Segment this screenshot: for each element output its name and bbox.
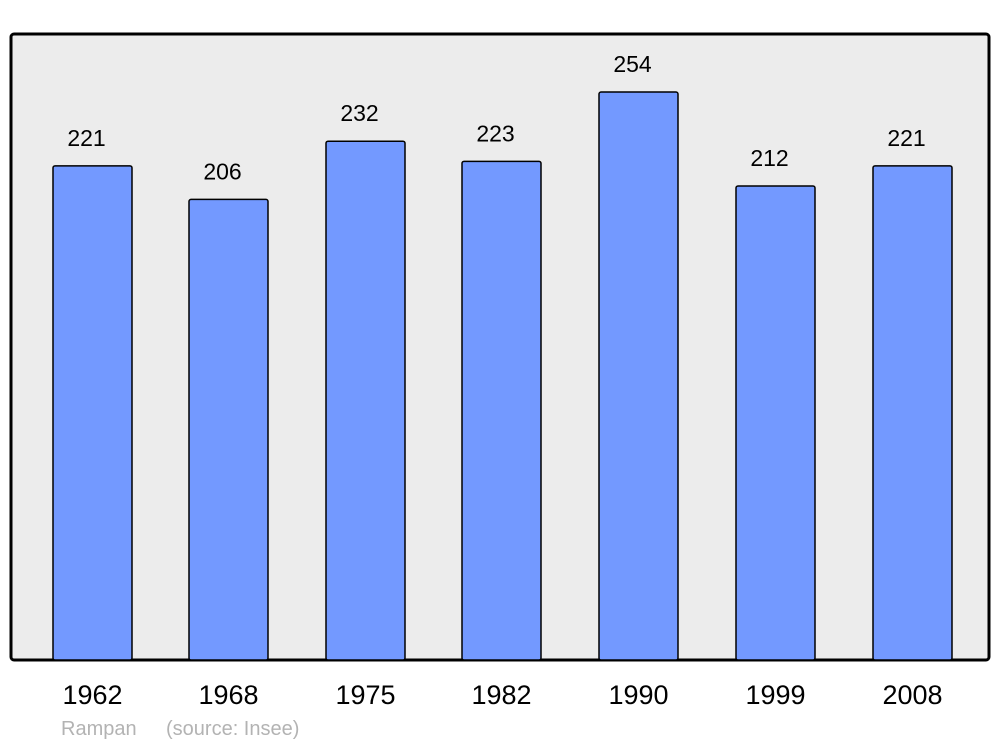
x-tick-label: 1962 — [62, 680, 122, 710]
data-label: 223 — [476, 120, 514, 146]
bar-1962 — [52, 165, 133, 661]
x-tick-label: 1990 — [608, 680, 668, 710]
x-tick-label: 1975 — [335, 680, 395, 710]
data-label: 206 — [203, 158, 241, 184]
source-note: (source: Insee) — [166, 718, 300, 740]
x-tick-label: 1999 — [745, 680, 805, 710]
bar-1982 — [461, 160, 542, 661]
x-tick-label: 1982 — [471, 680, 531, 710]
data-label: 232 — [340, 100, 378, 126]
x-tick-label: 1968 — [198, 680, 258, 710]
bar-1999 — [735, 185, 816, 661]
data-label: 212 — [750, 145, 788, 171]
x-tick-label: 2008 — [882, 680, 942, 710]
bar-1990 — [598, 91, 679, 661]
bar-1975 — [325, 140, 406, 661]
data-label: 221 — [67, 125, 105, 151]
bar-2008 — [872, 165, 953, 661]
data-label: 221 — [887, 125, 925, 151]
data-label: 254 — [613, 51, 652, 77]
bar-1968 — [188, 198, 269, 661]
place-name: Rampan — [61, 718, 137, 740]
